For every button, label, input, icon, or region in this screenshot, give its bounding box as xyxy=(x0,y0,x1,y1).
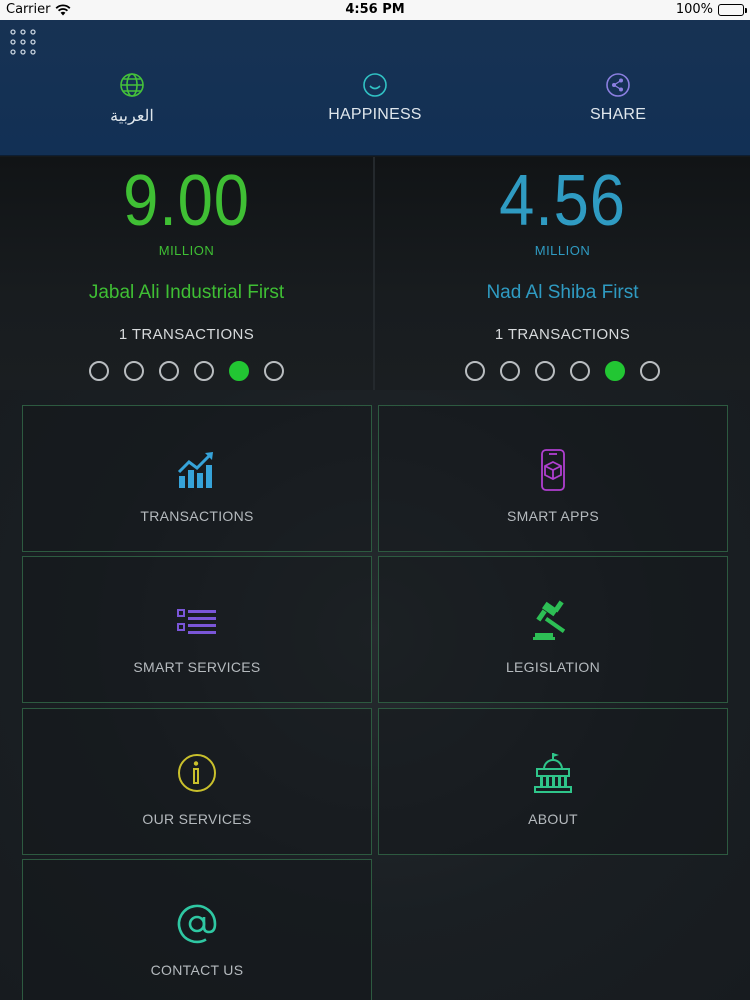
tile-label: SMART APPS xyxy=(507,508,599,524)
page-dot[interactable] xyxy=(570,361,590,381)
page-dot[interactable] xyxy=(159,361,179,381)
language-label: العربية xyxy=(110,108,154,125)
ticker-place: Jabal Ali Industrial First xyxy=(88,282,285,303)
share-label: SHARE xyxy=(589,106,647,123)
ticker-transactions: 1 TRANSACTIONS xyxy=(118,326,255,343)
tile-label: TRANSACTIONS xyxy=(140,508,254,524)
ticker-place: Nad Al Shiba First xyxy=(486,282,639,303)
ticker-panel-right[interactable]: 4.56 MILLION Nad Al Shiba First 1 TRANSA… xyxy=(375,157,750,390)
tile-contact-us[interactable]: CONTACT US xyxy=(22,859,372,1000)
carrier-label: Carrier xyxy=(6,2,51,17)
tile-label: CONTACT US xyxy=(150,962,244,978)
status-bar: Carrier 4:56 PM 100% xyxy=(0,0,750,20)
battery-icon xyxy=(718,3,747,16)
tile-label: ABOUT xyxy=(528,811,578,827)
battery-percent: 100% xyxy=(675,2,713,17)
tile-label: LEGISLATION xyxy=(505,659,601,675)
tile-legislation[interactable]: LEGISLATION xyxy=(378,556,728,703)
smartphone-cube-icon xyxy=(541,449,565,491)
info-icon xyxy=(178,754,216,792)
page-dot-active[interactable] xyxy=(229,361,249,381)
ticker-panel-left[interactable]: 9.00 MILLION Jabal Ali Industrial First … xyxy=(0,157,375,390)
globe-icon xyxy=(120,73,144,97)
ticker-unit: MILLION xyxy=(534,243,591,258)
tile-smart-apps[interactable]: SMART APPS xyxy=(378,405,728,552)
smiley-icon xyxy=(363,73,387,97)
clock: 4:56 PM xyxy=(345,2,405,17)
ticker-section: 9.00 MILLION Jabal Ali Industrial First … xyxy=(0,157,750,390)
ticker-amount: 4.56 xyxy=(499,161,626,241)
page-dot[interactable] xyxy=(124,361,144,381)
page-dot[interactable] xyxy=(535,361,555,381)
page-dot-active[interactable] xyxy=(605,361,625,381)
tile-label: SMART SERVICES xyxy=(133,659,261,675)
tile-our-services[interactable]: OUR SERVICES xyxy=(22,708,372,855)
battery-status: 100% xyxy=(675,2,747,17)
page-dot[interactable] xyxy=(500,361,520,381)
wifi-icon xyxy=(56,3,71,15)
gavel-icon xyxy=(533,600,566,640)
top-header: العربية HAPPINESS SHARE xyxy=(0,20,750,156)
page-dot[interactable] xyxy=(640,361,660,381)
ticker-transactions: 1 TRANSACTIONS xyxy=(494,326,631,343)
tile-smart-services[interactable]: SMART SERVICES xyxy=(22,556,372,703)
at-sign-icon xyxy=(177,904,217,944)
language-button[interactable]: العربية xyxy=(52,72,212,126)
menu-grid: TRANSACTIONS SMART APPS SM xyxy=(0,390,750,1000)
tile-label: OUR SERVICES xyxy=(142,811,252,827)
page-dot[interactable] xyxy=(89,361,109,381)
page-dot[interactable] xyxy=(465,361,485,381)
building-icon xyxy=(534,753,572,793)
ticker-amount: 9.00 xyxy=(123,161,250,241)
chart-trend-icon xyxy=(177,452,213,488)
happiness-button[interactable]: HAPPINESS xyxy=(295,72,455,124)
page-indicator-left xyxy=(0,361,373,381)
grid-dots-icon[interactable] xyxy=(10,29,36,55)
share-button[interactable]: SHARE xyxy=(538,72,698,124)
page-dot[interactable] xyxy=(264,361,284,381)
tile-transactions[interactable]: TRANSACTIONS xyxy=(22,405,372,552)
ticker-unit: MILLION xyxy=(158,243,215,258)
share-icon xyxy=(606,73,630,97)
list-icon xyxy=(177,609,216,634)
carrier-info: Carrier xyxy=(6,2,71,17)
page-dot[interactable] xyxy=(194,361,214,381)
page-indicator-right xyxy=(375,361,750,381)
happiness-label: HAPPINESS xyxy=(328,106,422,123)
tile-about[interactable]: ABOUT xyxy=(378,708,728,855)
